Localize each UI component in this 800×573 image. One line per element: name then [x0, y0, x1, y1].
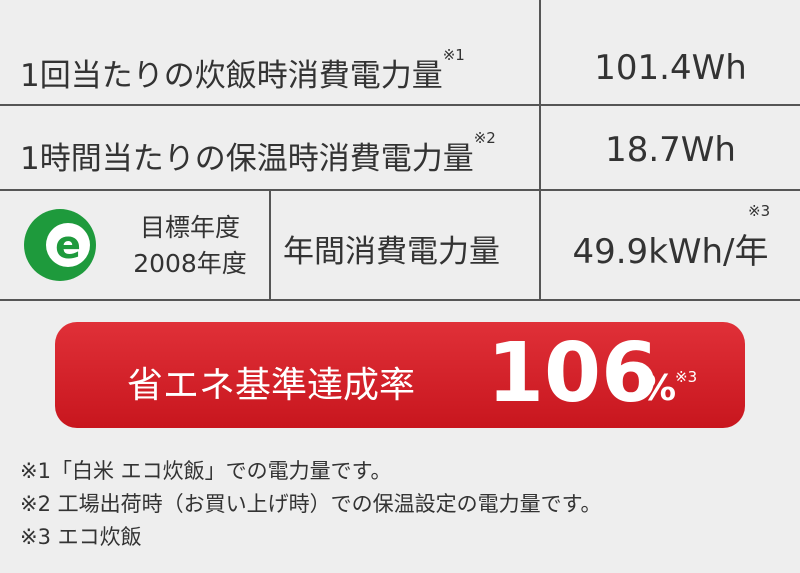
footnote: ※1「白米 エコ炊飯」での電力量です。: [20, 459, 392, 483]
col-divider: [539, 0, 541, 301]
row-divider: [0, 104, 800, 106]
row-value: 101.4Wh: [594, 48, 747, 88]
row-value: 49.9kWh/年: [572, 232, 769, 272]
banner-note: ※3: [675, 368, 698, 386]
footnote: ※2 工場出荷時（お買い上げ時）での保温設定の電力量です。: [20, 492, 602, 516]
row-label: 1回当たりの炊飯時消費電力量※1: [20, 46, 465, 94]
col-divider: [269, 189, 271, 301]
banner: 省エネ基準達成率 106 % ※3: [55, 322, 745, 428]
banner-label: 省エネ基準達成率: [127, 365, 416, 406]
banner-value: 106: [487, 326, 659, 421]
eco-letter: e: [55, 223, 81, 267]
target-year: 目標年度 2008年度: [133, 213, 247, 278]
row-value: 18.7Wh: [605, 130, 736, 170]
footnote: ※3 エコ炊飯: [20, 525, 142, 549]
banner-unit: %: [640, 368, 677, 409]
row-divider: [0, 299, 800, 301]
eco-mark: e: [24, 209, 96, 281]
note: ※3: [748, 202, 771, 220]
row-label: 1時間当たりの保温時消費電力量※2: [20, 129, 496, 177]
row-divider: [0, 189, 800, 191]
row-label: 年間消費電力量: [283, 234, 500, 270]
